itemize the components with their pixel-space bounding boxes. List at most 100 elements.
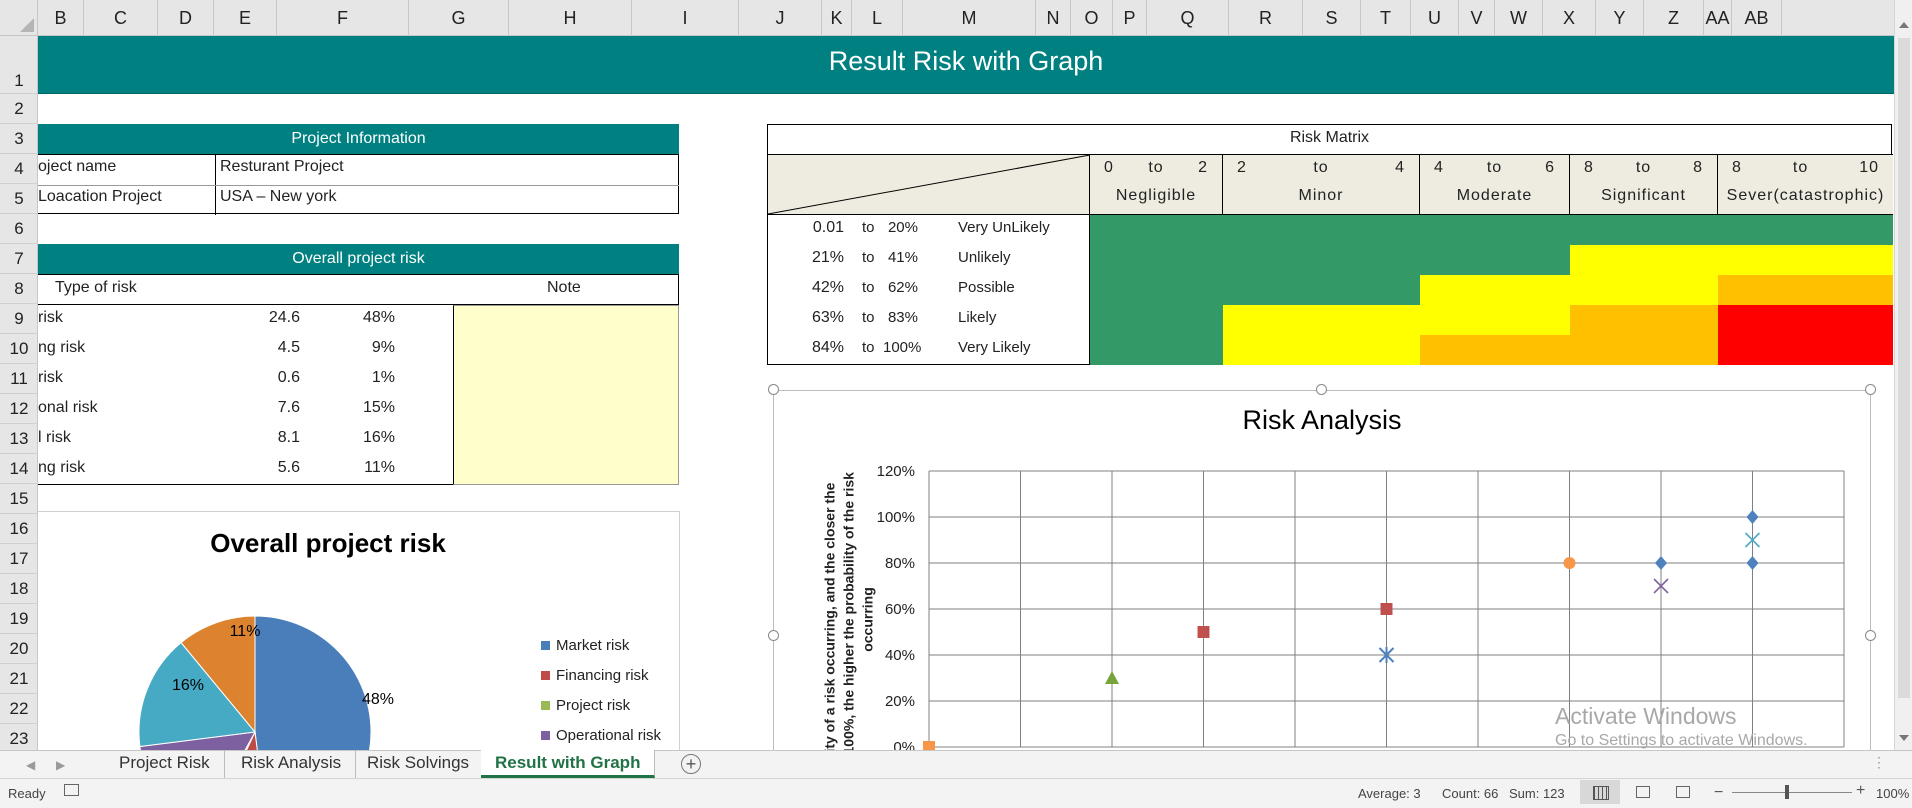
overall-risk-name[interactable]: ng risk: [38, 459, 86, 476]
matrix-cell[interactable]: [1570, 335, 1718, 365]
row-header-21[interactable]: 21: [0, 664, 38, 694]
row-header-16[interactable]: 16: [0, 514, 38, 544]
chart-resize-handle-tl[interactable]: [768, 384, 779, 395]
column-header-n[interactable]: N: [1036, 0, 1071, 36]
column-header-w[interactable]: W: [1495, 0, 1543, 36]
overall-risk-pct[interactable]: 48%: [362, 309, 395, 326]
row-header-17[interactable]: 17: [0, 544, 38, 574]
column-header-l[interactable]: L: [852, 0, 903, 36]
column-header-q[interactable]: Q: [1147, 0, 1229, 36]
row-header-5[interactable]: 5: [0, 184, 38, 214]
overall-risk-name[interactable]: risk: [38, 309, 63, 326]
project-location-value[interactable]: USA – New york: [220, 188, 337, 205]
matrix-cell[interactable]: [1090, 215, 1223, 245]
overall-risk-name[interactable]: ng risk: [38, 339, 86, 356]
column-header-m[interactable]: M: [903, 0, 1036, 36]
matrix-cell[interactable]: [1718, 335, 1893, 365]
matrix-cell[interactable]: [1090, 335, 1223, 365]
scroll-thumb[interactable]: [1898, 38, 1910, 698]
row-header-22[interactable]: 22: [0, 694, 38, 724]
select-all-corner[interactable]: [0, 0, 38, 36]
row-header-8[interactable]: 8: [0, 274, 38, 304]
scroll-up-arrow[interactable]: [1899, 22, 1909, 28]
row-header-2[interactable]: 2: [0, 94, 38, 124]
zoom-out-icon[interactable]: −: [1714, 784, 1724, 801]
matrix-cell[interactable]: [1718, 215, 1893, 245]
macro-record-icon[interactable]: [64, 784, 79, 796]
chart-resize-handle-tr[interactable]: [1865, 384, 1876, 395]
matrix-cell[interactable]: [1570, 305, 1718, 335]
scroll-down-arrow[interactable]: [1899, 735, 1909, 741]
matrix-cell[interactable]: [1570, 275, 1718, 305]
zoom-in-icon[interactable]: +: [1856, 782, 1866, 799]
row-header-14[interactable]: 14: [0, 454, 38, 484]
chart-resize-handle-left[interactable]: [768, 630, 779, 641]
column-header-o[interactable]: O: [1071, 0, 1113, 36]
column-header-v[interactable]: V: [1459, 0, 1495, 36]
column-header-aa[interactable]: AA: [1704, 0, 1732, 36]
matrix-cell[interactable]: [1718, 245, 1893, 275]
tabs-menu-icon[interactable]: ⋮: [1872, 754, 1886, 770]
tab-result-with-graph[interactable]: Result with Graph: [481, 750, 656, 778]
overall-risk-pct[interactable]: 15%: [362, 399, 395, 416]
chart-resize-handle-right[interactable]: [1865, 630, 1876, 641]
matrix-cell[interactable]: [1223, 215, 1420, 245]
matrix-cell[interactable]: [1718, 275, 1893, 305]
column-header-g[interactable]: G: [409, 0, 509, 36]
zoom-level[interactable]: 100%: [1876, 786, 1910, 801]
row-header-13[interactable]: 13: [0, 424, 38, 454]
row-header-1[interactable]: 1: [0, 36, 38, 94]
column-header-p[interactable]: P: [1113, 0, 1147, 36]
tab-project-risk[interactable]: Project Risk: [105, 750, 225, 778]
row-header-7[interactable]: 7: [0, 244, 38, 274]
matrix-cell[interactable]: [1420, 215, 1570, 245]
column-header-u[interactable]: U: [1411, 0, 1459, 36]
page-layout-view-icon[interactable]: [1636, 786, 1650, 798]
matrix-cell[interactable]: [1223, 305, 1420, 335]
column-header-f[interactable]: F: [277, 0, 409, 36]
column-header-b[interactable]: B: [38, 0, 84, 36]
matrix-cell[interactable]: [1420, 305, 1570, 335]
note-area[interactable]: [453, 305, 679, 485]
tab-risk-analysis[interactable]: Risk Analysis: [227, 750, 357, 778]
row-header-12[interactable]: 12: [0, 394, 38, 424]
column-header-y[interactable]: Y: [1596, 0, 1644, 36]
normal-view-icon[interactable]: [1580, 780, 1620, 804]
column-header-k[interactable]: K: [822, 0, 852, 36]
overall-risk-value[interactable]: 24.6: [268, 309, 300, 326]
matrix-cell[interactable]: [1090, 245, 1223, 275]
row-header-11[interactable]: 11: [0, 364, 38, 394]
zoom-slider[interactable]: [1732, 792, 1852, 793]
column-header-z[interactable]: Z: [1644, 0, 1704, 36]
overall-risk-name[interactable]: l risk: [38, 429, 71, 446]
row-header-20[interactable]: 20: [0, 634, 38, 664]
matrix-cell[interactable]: [1718, 305, 1893, 335]
overall-risk-name[interactable]: onal risk: [38, 399, 98, 416]
row-header-6[interactable]: 6: [0, 214, 38, 244]
matrix-cell[interactable]: [1420, 335, 1570, 365]
tab-scroll-right-icon[interactable]: ▶: [56, 758, 66, 772]
row-header-10[interactable]: 10: [0, 334, 38, 364]
pie-chart-area[interactable]: Overall project risk 48% 16% 11% Market ri…: [38, 511, 680, 752]
column-header-t[interactable]: T: [1361, 0, 1411, 36]
vertical-scrollbar[interactable]: [1894, 0, 1912, 750]
chart-resize-handle-top[interactable]: [1316, 384, 1327, 395]
column-header-i[interactable]: I: [632, 0, 739, 36]
column-header-x[interactable]: X: [1543, 0, 1596, 36]
row-header-9[interactable]: 9: [0, 304, 38, 334]
column-header-e[interactable]: E: [214, 0, 277, 36]
column-header-h[interactable]: H: [509, 0, 632, 36]
column-header-c[interactable]: C: [84, 0, 158, 36]
overall-risk-value[interactable]: 5.6: [277, 459, 300, 476]
overall-risk-value[interactable]: 7.6: [277, 399, 300, 416]
column-header-r[interactable]: R: [1229, 0, 1303, 36]
project-name-value[interactable]: Resturant Project: [220, 158, 344, 175]
overall-risk-pct[interactable]: 9%: [371, 339, 395, 356]
overall-risk-value[interactable]: 0.6: [277, 369, 300, 386]
column-header-ab[interactable]: AB: [1732, 0, 1782, 36]
row-header-18[interactable]: 18: [0, 574, 38, 604]
matrix-cell[interactable]: [1090, 275, 1223, 305]
overall-risk-pct[interactable]: 1%: [371, 369, 395, 386]
matrix-cell[interactable]: [1090, 305, 1223, 335]
row-header-3[interactable]: 3: [0, 124, 38, 154]
